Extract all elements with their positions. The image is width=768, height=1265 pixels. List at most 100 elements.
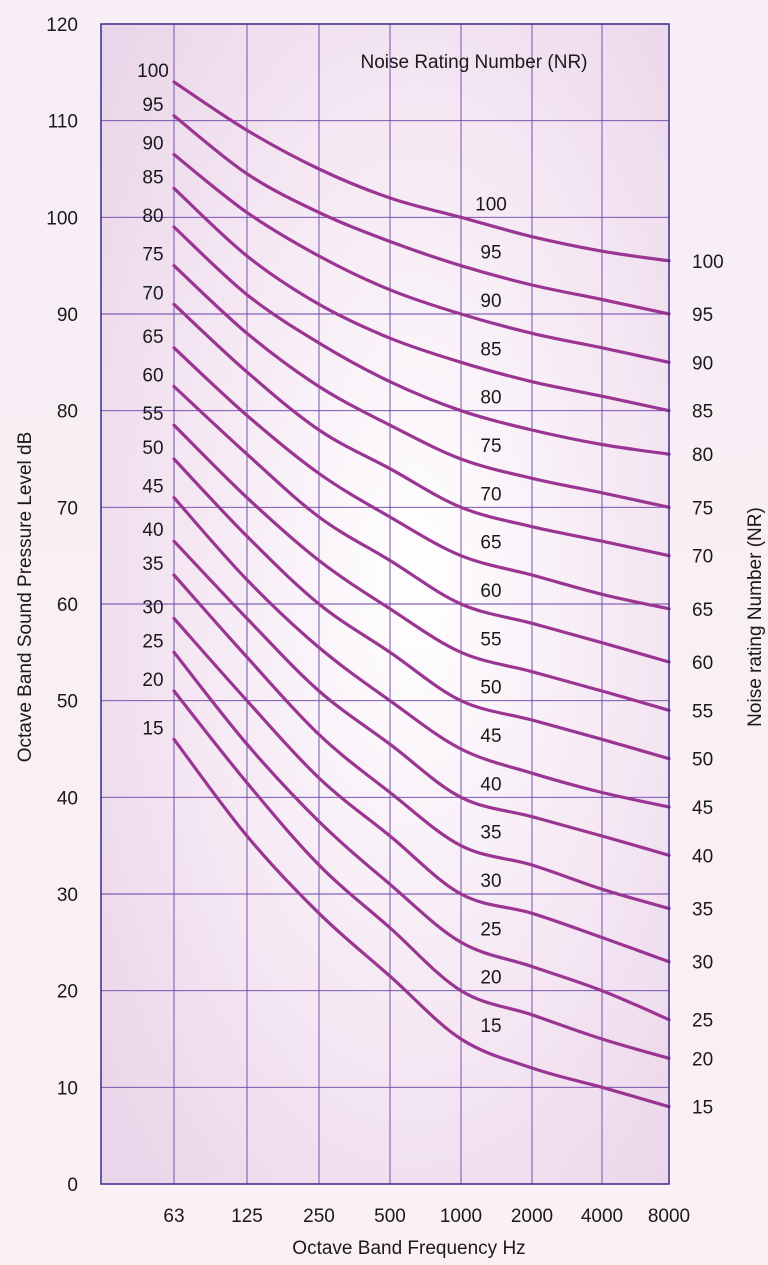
y-tick-60: 60 — [57, 595, 78, 616]
x-tick-2000: 2000 — [511, 1206, 553, 1227]
label-right-nr-90: 90 — [692, 353, 713, 374]
label-left-nr-70: 70 — [142, 283, 163, 304]
y-tick-120: 120 — [46, 15, 78, 36]
label-mid-nr-15: 15 — [480, 1016, 501, 1037]
label-left-nr-45: 45 — [142, 477, 163, 498]
label-left-nr-75: 75 — [142, 245, 163, 266]
y-tick-30: 30 — [57, 885, 78, 906]
label-mid-nr-60: 60 — [480, 581, 501, 602]
y-tick-0: 0 — [67, 1175, 78, 1196]
label-right-nr-60: 60 — [692, 653, 713, 674]
curve-nr-65 — [172, 346, 671, 611]
label-right-nr-55: 55 — [692, 701, 713, 722]
label-mid-nr-45: 45 — [480, 726, 501, 747]
curve-nr-75 — [172, 264, 671, 509]
label-left-nr-95: 95 — [142, 95, 163, 116]
y-axis-label: Octave Band Sound Pressure Level dB — [15, 432, 36, 763]
label-left-nr-100: 100 — [137, 61, 169, 82]
label-left-nr-20: 20 — [142, 670, 163, 691]
label-mid-nr-80: 80 — [480, 388, 501, 409]
x-tick-labels: 63 125 250 500 1000 2000 4000 8000 — [163, 1206, 690, 1227]
label-left-nr-80: 80 — [142, 206, 163, 227]
curve-nr-45 — [172, 496, 671, 809]
y-tick-110: 110 — [48, 112, 78, 133]
label-right-nr-75: 75 — [692, 498, 713, 519]
curve-nr-85 — [172, 186, 671, 413]
label-left-nr-40: 40 — [142, 520, 163, 541]
plot-frame — [100, 23, 670, 1185]
label-right-nr-35: 35 — [692, 900, 713, 921]
label-mid-nr-35: 35 — [480, 823, 501, 844]
label-right-nr-100: 100 — [692, 252, 724, 273]
curve-nr-35 — [172, 573, 671, 911]
label-mid-nr-90: 90 — [480, 291, 501, 312]
curve-nr-30 — [172, 616, 671, 964]
curve-nr-95 — [172, 114, 671, 316]
x-tick-125: 125 — [231, 1206, 263, 1227]
label-right-nr-45: 45 — [692, 798, 713, 819]
right-curve-labels: 100 95 90 85 80 75 70 65 60 55 50 45 40 35 30 25 20 15 — [692, 252, 724, 1119]
label-left-nr-55: 55 — [142, 404, 163, 425]
label-left-nr-60: 60 — [142, 366, 163, 387]
curve-nr-20 — [172, 689, 671, 1060]
x-tick-500: 500 — [374, 1206, 406, 1227]
label-left-nr-65: 65 — [142, 327, 163, 348]
label-mid-nr-50: 50 — [480, 678, 501, 699]
y-tick-20: 20 — [57, 982, 78, 1003]
curve-nr-70 — [172, 302, 671, 558]
label-mid-nr-100: 100 — [475, 194, 507, 215]
y-tick-10: 10 — [57, 1078, 78, 1099]
curve-nr-80 — [172, 225, 671, 456]
label-mid-nr-40: 40 — [480, 774, 501, 795]
curve-nr-25 — [172, 650, 671, 1022]
label-right-nr-25: 25 — [692, 1011, 713, 1032]
label-right-nr-85: 85 — [692, 402, 713, 423]
label-right-nr-95: 95 — [692, 305, 713, 326]
label-left-nr-50: 50 — [142, 438, 163, 459]
label-mid-nr-20: 20 — [480, 968, 501, 989]
y-tick-90: 90 — [57, 305, 78, 326]
label-right-nr-30: 30 — [692, 953, 713, 974]
label-right-nr-15: 15 — [692, 1098, 713, 1119]
label-mid-nr-65: 65 — [480, 533, 501, 554]
curve-nr-15 — [172, 737, 671, 1109]
label-left-nr-30: 30 — [142, 598, 163, 619]
curve-nr-60 — [172, 384, 671, 664]
left-curve-labels: 100 95 90 85 80 75 70 65 60 55 50 45 40 35 30 25 20 15 — [137, 61, 169, 739]
x-tick-1000: 1000 — [440, 1206, 482, 1227]
label-right-nr-20: 20 — [692, 1049, 713, 1070]
x-tick-63: 63 — [163, 1206, 184, 1227]
curve-nr-50 — [172, 457, 671, 761]
chart-title: Noise Rating Number (NR) — [360, 52, 587, 73]
label-left-nr-25: 25 — [142, 631, 163, 652]
label-right-nr-50: 50 — [692, 750, 713, 771]
label-right-nr-65: 65 — [692, 600, 713, 621]
y-tick-50: 50 — [57, 692, 78, 713]
mid-curve-labels: 100 95 90 85 80 75 70 65 60 55 50 45 40 35 30 25 20 15 — [475, 194, 507, 1037]
y-tick-labels: 0 10 20 30 40 50 60 70 80 90 100 110 120 — [46, 15, 78, 1196]
y-tick-80: 80 — [57, 402, 78, 423]
right-axis-label: Noise rating Number (NR) — [745, 507, 766, 727]
label-mid-nr-70: 70 — [480, 484, 501, 505]
x-axis-label: Octave Band Frequency Hz — [292, 1238, 525, 1259]
label-mid-nr-95: 95 — [480, 243, 501, 264]
curve-nr-40 — [172, 539, 671, 857]
x-tick-8000: 8000 — [648, 1206, 690, 1227]
label-mid-nr-30: 30 — [480, 871, 501, 892]
label-left-nr-35: 35 — [142, 554, 163, 575]
curves — [172, 80, 671, 1109]
x-tick-250: 250 — [303, 1206, 335, 1227]
y-tick-70: 70 — [57, 498, 78, 519]
y-tick-40: 40 — [57, 788, 78, 809]
x-tick-4000: 4000 — [581, 1206, 623, 1227]
label-mid-nr-25: 25 — [480, 919, 501, 940]
label-left-nr-90: 90 — [142, 134, 163, 155]
label-mid-nr-55: 55 — [480, 629, 501, 650]
label-left-nr-15: 15 — [142, 718, 163, 739]
curve-nr-90 — [172, 152, 671, 364]
label-right-nr-40: 40 — [692, 846, 713, 867]
curve-nr-100 — [172, 80, 671, 263]
label-mid-nr-85: 85 — [480, 339, 501, 360]
y-tick-100: 100 — [46, 208, 78, 229]
